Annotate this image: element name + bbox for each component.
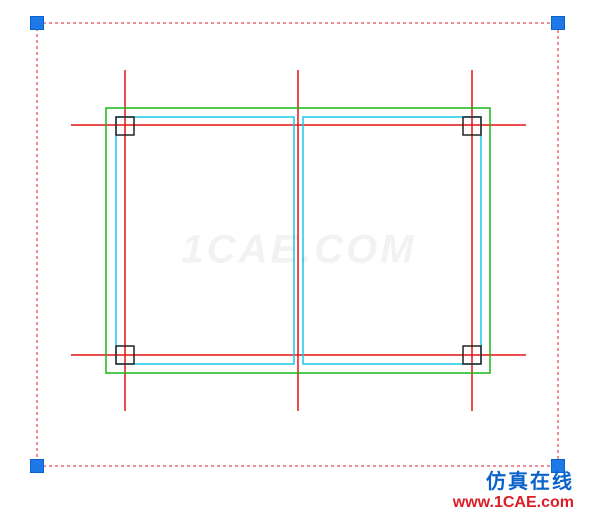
cyan-left-panel bbox=[116, 117, 294, 364]
canvas: 1CAE.COM 仿真在线 www.1CAE.com bbox=[0, 0, 598, 516]
red-vertical-guides bbox=[125, 70, 472, 411]
cyan-right-panel bbox=[303, 117, 481, 364]
selection-handle-sw[interactable] bbox=[30, 459, 44, 473]
footer-brand-zh: 仿真在线 bbox=[453, 471, 574, 494]
footer: 仿真在线 www.1CAE.com bbox=[453, 471, 574, 512]
selection-handle-nw[interactable] bbox=[30, 16, 44, 30]
footer-url: www.1CAE.com bbox=[453, 494, 574, 512]
drawing-svg bbox=[0, 0, 598, 516]
selection-handle-ne[interactable] bbox=[551, 16, 565, 30]
